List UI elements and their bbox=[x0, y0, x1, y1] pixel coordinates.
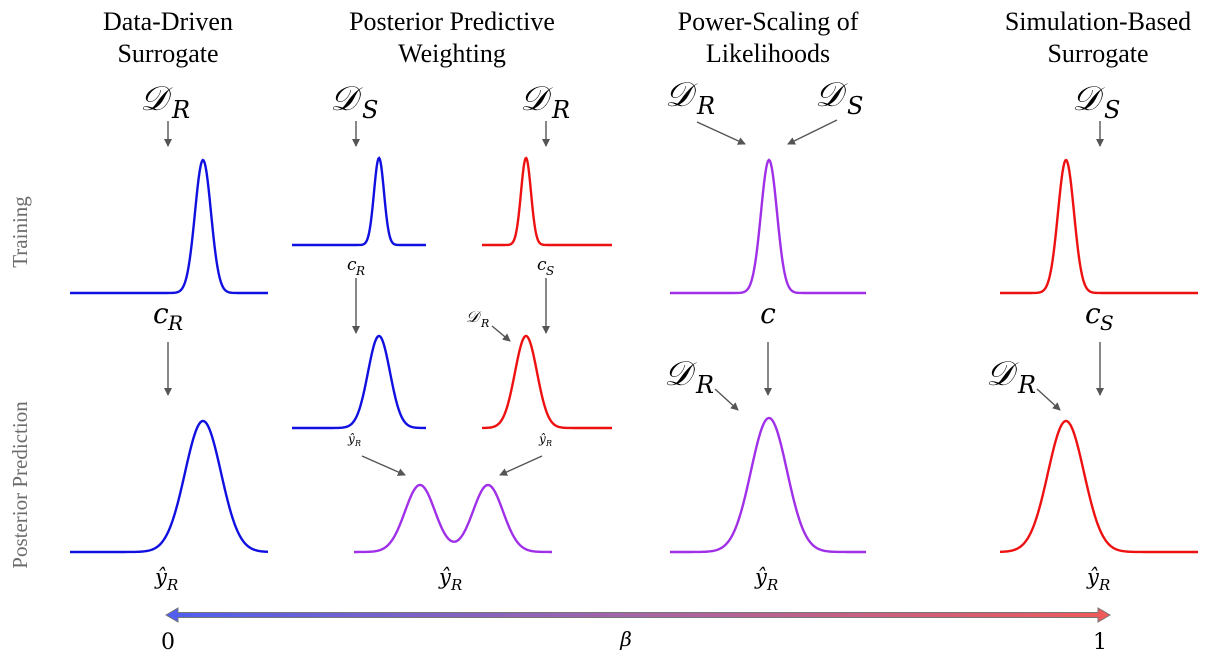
c-symbol: c bbox=[347, 255, 357, 275]
calligraphic-D: 𝒟 bbox=[665, 75, 698, 115]
arrow-icon bbox=[696, 121, 746, 145]
subscript-R: R bbox=[551, 96, 570, 124]
subscript-R: R bbox=[545, 439, 552, 448]
calligraphic-D: 𝒟 bbox=[664, 354, 697, 394]
subscript-S: S bbox=[546, 264, 554, 278]
c-symbol: c bbox=[1085, 297, 1101, 330]
subscript-S: S bbox=[362, 96, 378, 124]
col4-prediction-density-curve bbox=[999, 419, 1198, 554]
col2-training-density-curve-R bbox=[292, 156, 426, 247]
col1-dataset-DR: 𝒟 R bbox=[140, 79, 190, 124]
col2-training-density-curve-S bbox=[482, 156, 612, 247]
subscript-R: R bbox=[167, 311, 183, 335]
col3-title-line2: Likelihoods bbox=[706, 39, 830, 68]
col4-dataset-DS: 𝒟 S bbox=[1072, 79, 1120, 124]
subscript-R: R bbox=[171, 96, 190, 124]
col3-dataset-DS: 𝒟 S bbox=[815, 75, 863, 120]
row-label-training: Training bbox=[8, 196, 32, 268]
col1-yhatR: ŷ R bbox=[154, 565, 178, 594]
subscript-R: R bbox=[766, 576, 778, 594]
subscript-R: R bbox=[166, 576, 178, 594]
col4-yhatR: ŷ R bbox=[1086, 565, 1110, 594]
y-hat-symbol: ŷ bbox=[347, 432, 355, 446]
col1-training-density-curve bbox=[70, 158, 268, 295]
beta-label: β bbox=[619, 627, 632, 651]
c-symbol: c bbox=[760, 297, 776, 330]
col4-training-density-curve bbox=[1000, 158, 1198, 295]
col2-yhatR-small-right: ŷ R bbox=[538, 432, 552, 448]
subscript-R: R bbox=[354, 439, 361, 448]
scale-left-label: 0 bbox=[161, 630, 175, 655]
col1-title-line2: Surrogate bbox=[117, 39, 218, 68]
scale-right-label: 1 bbox=[1093, 630, 1107, 655]
beta-scale: 0 1 β bbox=[161, 607, 1111, 655]
subscript-R: R bbox=[355, 264, 365, 278]
row-label-posterior-prediction: Posterior Prediction bbox=[8, 401, 32, 569]
subscript-R: R bbox=[1098, 576, 1110, 594]
arrows bbox=[164, 119, 1104, 476]
c-symbol: c bbox=[537, 255, 547, 275]
calligraphic-D: 𝒟 bbox=[330, 79, 363, 119]
y-hat-symbol: ŷ bbox=[438, 565, 452, 589]
arrow-icon bbox=[1036, 388, 1061, 411]
col2-bimodal-prediction-curve bbox=[353, 483, 552, 554]
subscript-R: R bbox=[696, 92, 715, 120]
subscript-R: R bbox=[695, 371, 714, 399]
subscript-R: R bbox=[1017, 371, 1036, 399]
col2-label-cS-small: c S bbox=[537, 255, 554, 278]
subscript-R: R bbox=[480, 317, 489, 330]
arrow-icon bbox=[361, 455, 406, 476]
col3-yhatR: ŷ R bbox=[754, 565, 778, 594]
arrow-icon bbox=[499, 455, 543, 476]
col2-yhatR: ŷ R bbox=[438, 565, 462, 594]
col2-dataset-DS: 𝒟 S bbox=[330, 79, 378, 124]
col1-title-line1: Data-Driven bbox=[103, 7, 233, 36]
arrow-icon bbox=[787, 119, 838, 145]
col3-prediction-DR: 𝒟 R bbox=[664, 354, 714, 399]
col3-prediction-density-curve bbox=[670, 416, 866, 554]
col1-label-cR: c R bbox=[153, 297, 183, 335]
calligraphic-D: 𝒟 bbox=[815, 75, 848, 115]
col2-intermediate-density-curve-S bbox=[481, 334, 612, 430]
subscript-S: S bbox=[1104, 96, 1120, 124]
gradient-double-arrow-icon bbox=[165, 607, 1111, 623]
c-symbol: c bbox=[153, 297, 169, 330]
col3-label-c: c bbox=[760, 297, 776, 330]
col2-label-cR-small: c R bbox=[347, 255, 365, 278]
col4-title-line2: Surrogate bbox=[1047, 39, 1148, 68]
calligraphic-D: 𝒟 bbox=[986, 354, 1019, 394]
col1-prediction-density-curve bbox=[70, 419, 269, 554]
y-hat-symbol: ŷ bbox=[754, 565, 768, 589]
col4-title-line1: Simulation-Based bbox=[1005, 7, 1191, 36]
calligraphic-D: 𝒟 bbox=[1072, 79, 1105, 119]
subscript-S: S bbox=[847, 92, 863, 120]
col2-yhatR-small-left: ŷ R bbox=[347, 432, 361, 448]
col3-training-density-curve bbox=[670, 158, 866, 295]
col3-dataset-DR: 𝒟 R bbox=[665, 75, 715, 120]
col3-title-line1: Power-Scaling of bbox=[678, 7, 859, 36]
distribution-curves bbox=[70, 156, 1198, 554]
y-hat-symbol: ŷ bbox=[1086, 565, 1100, 589]
subscript-S: S bbox=[1100, 311, 1114, 335]
y-hat-symbol: ŷ bbox=[154, 565, 168, 589]
calligraphic-D: 𝒟 bbox=[140, 79, 173, 119]
col2-label-DR-small: 𝒟 R bbox=[466, 307, 489, 330]
arrow-icon bbox=[714, 388, 739, 411]
y-hat-symbol: ŷ bbox=[538, 432, 546, 446]
col2-title-line1: Posterior Predictive bbox=[349, 7, 555, 36]
subscript-R: R bbox=[450, 576, 462, 594]
calligraphic-D: 𝒟 bbox=[520, 79, 553, 119]
arrow-icon bbox=[491, 325, 511, 342]
col2-dataset-DR: 𝒟 R bbox=[520, 79, 570, 124]
col4-label-cS: c S bbox=[1085, 297, 1114, 335]
col2-intermediate-density-curve-R bbox=[292, 334, 426, 430]
col4-prediction-DR: 𝒟 R bbox=[986, 354, 1036, 399]
col2-title-line2: Weighting bbox=[398, 39, 506, 68]
calligraphic-D: 𝒟 bbox=[466, 307, 482, 326]
